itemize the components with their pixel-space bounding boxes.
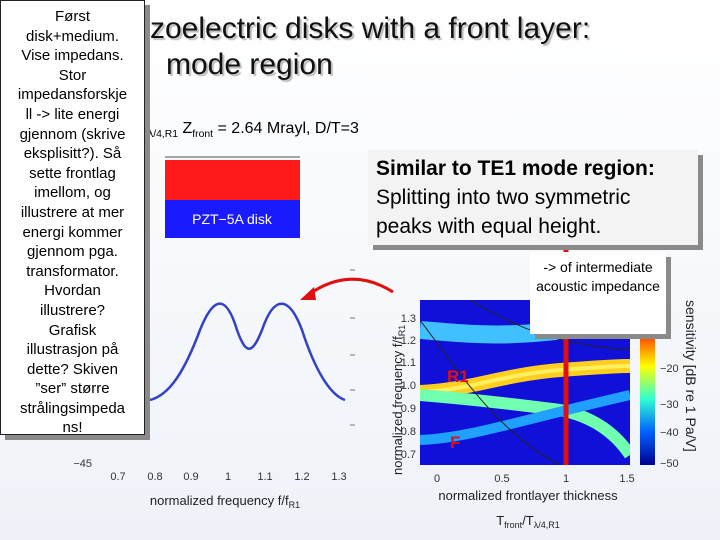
y-tick-label: 0.9 [401, 403, 416, 415]
small-callout: -> of intermediate acoustic impedance [530, 252, 666, 334]
label-sub: R1 [397, 325, 407, 337]
note-line: eksplisitt?). Så [23, 145, 122, 163]
subtitle-sub: λ/4,R1 [148, 129, 179, 141]
y-tick-label: 1.3 [401, 313, 416, 325]
note-line: disk+medium. [26, 27, 119, 45]
x-tick-label: 0.7 [110, 471, 125, 483]
note-line: Vise impedans. [21, 47, 124, 65]
note-line: Hvordan [44, 282, 101, 300]
colorbar-label: sensitivity [dB re 1 Pa/V] [683, 300, 699, 452]
y-tick-label: −45 [73, 458, 92, 470]
colorbar [640, 300, 655, 465]
note-line: Stor [58, 66, 87, 84]
note-line: illustrasjon på [26, 341, 119, 359]
x-axis-label: normalized frontlayer thickness [438, 488, 618, 503]
y-tick-label: 1.1 [401, 357, 416, 369]
note-line: sette frontlag [29, 164, 116, 182]
colorbar-tick-label: −50 [660, 458, 679, 470]
title-line: zoelectric disks with a front layer: [150, 12, 591, 45]
subtitle-sub: front [192, 129, 214, 141]
arrow-head [300, 287, 316, 300]
note-line: Først [55, 8, 90, 25]
note-box: Først disk+medium. Vise impedans. Stor imped… [0, 0, 145, 437]
sensitivity-curve [149, 302, 346, 402]
highlight-heading: Similar to TE1 mode region: [376, 157, 655, 180]
highlight-body: Splitting into two symmetric peaks with … [376, 186, 631, 238]
label-main: normalized frequency f/f [150, 493, 289, 508]
left-plot: −45 0.7 0.8 0.9 1 1.1 1.2 1.3 normalized… [73, 269, 355, 510]
label-sub: front [504, 520, 523, 530]
label-main: T [496, 513, 504, 528]
note-line: gjennom (skrive [19, 125, 126, 143]
arrow [307, 277, 394, 297]
x-axis-label: normalized frequency f/fR1 [150, 493, 300, 510]
x-tick-label: 0.9 [183, 471, 198, 483]
note-line: ll -> lite energi [25, 105, 120, 123]
x-tick-label: 1.5 [619, 473, 634, 485]
note-line: ns! [62, 419, 83, 437]
annotation: R1 [447, 367, 469, 386]
note-line: illustrere? [39, 301, 106, 319]
note-line: imellom, og [34, 184, 111, 202]
y-tick-label: 1.0 [401, 380, 416, 392]
note-line: illustrere at mer [20, 203, 125, 221]
colorbar-tick-label: −40 [660, 427, 679, 439]
x-axis-label: Tfront/Tλ/4,R1 [496, 513, 560, 530]
note-line: gjennom pga. [27, 243, 118, 261]
subtitle: λ/4,R1 Zfront = 2.64 Mrayl, D/T=3 [148, 120, 359, 140]
y-tick-label: 0.8 [401, 426, 416, 438]
y-axis-label: normalized frequency f/fR1 [390, 325, 407, 475]
y-tick-label: 1.2 [401, 335, 416, 347]
annotation: F [450, 433, 460, 452]
label-main: /T [522, 513, 534, 528]
label-main: normalized frequency f/f [390, 336, 405, 475]
note-line: strålingsimpeda [19, 399, 126, 417]
highlight-box: Similar to TE1 mode region: Splitting in… [368, 150, 698, 245]
y-tick-label: 0.7 [401, 449, 416, 461]
title-line: mode region [166, 48, 333, 81]
note-line: Grafisk [48, 321, 97, 339]
x-tick-label: 1 [563, 473, 569, 485]
x-tick-label: 0.5 [494, 473, 509, 485]
label-sub: R1 [289, 500, 301, 510]
label-sub: λ/4,R1 [534, 520, 560, 530]
right-plot: 1.3 1.2 1.1 1.0 0.9 0.8 0.7 0 0.5 1 1.5 … [390, 300, 699, 530]
x-tick-label: 1.1 [257, 471, 272, 483]
colorbar-tick-label: −20 [660, 363, 679, 375]
subtitle-main: Z [182, 120, 193, 137]
x-tick-label: 1.3 [331, 471, 346, 483]
disk-label: PZT−5A disk [192, 211, 273, 227]
disk [165, 200, 300, 238]
x-tick-label: 1 [225, 471, 231, 483]
note-line: dette? Skiven [27, 360, 118, 378]
note-line: ”ser” større [35, 380, 110, 398]
x-tick-label: 0.8 [147, 471, 162, 483]
colorbar-tick-label: −30 [660, 399, 679, 411]
x-tick-label: 0 [434, 473, 440, 485]
front-layer [165, 160, 300, 200]
note-line: energi kommer [22, 223, 123, 241]
note-line: transformator. [26, 262, 119, 280]
x-tick-label: 1.2 [294, 471, 309, 483]
subtitle-rest: = 2.64 Mrayl, D/T=3 [213, 120, 359, 137]
note-line: impedansforskje [17, 86, 128, 104]
